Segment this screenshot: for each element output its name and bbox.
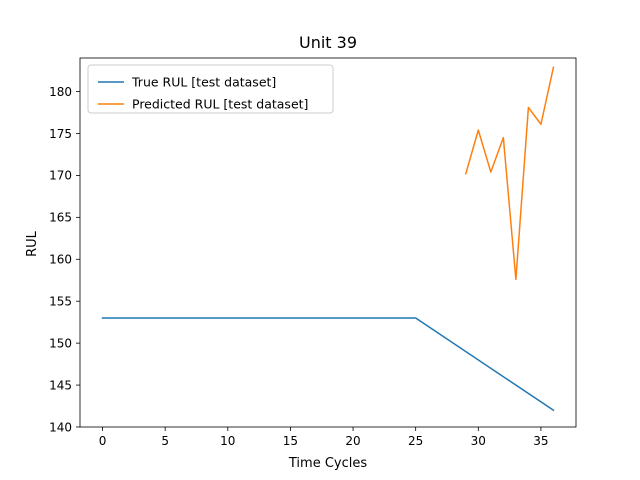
series-layer [101,66,555,412]
chart-title: Unit 39 [299,33,357,52]
y-tick-label: 140 [49,420,72,434]
plot-frame [79,57,577,428]
y-tick-label: 160 [49,253,72,267]
x-tick-label: 20 [345,434,360,448]
x-tick-label: 5 [161,434,169,448]
y-tick-label: 150 [49,336,72,350]
x-tick-label: 0 [99,434,107,448]
x-tick-label: 30 [471,434,486,448]
series-line-1 [101,317,555,412]
x-tick-label: 15 [283,434,298,448]
x-tick-label: 10 [220,434,235,448]
x-tick-label: 35 [533,434,548,448]
legend-label-1: True RUL [test dataset] [131,75,276,90]
y-axis-title: RUL [25,230,40,257]
y-tick-label: 180 [49,85,72,99]
y-tick-label: 155 [49,295,72,309]
legend-label-2: Predicted RUL [test dataset] [132,97,308,112]
x-tick-label: 25 [408,434,423,448]
axes-layer: 0 5 10 15 20 25 30 35 140 145 150 155 160 165 170 175 18… [49,57,577,448]
legend-box [87,64,334,114]
y-tick-label: 170 [49,169,72,183]
y-tick-label: 175 [49,127,72,141]
y-tick-label: 145 [49,378,72,392]
legend: True RUL [test dataset] Predicted RUL [te… [87,64,334,114]
x-axis-title: Time Cycles [288,456,367,471]
series-line-2 [464,66,555,281]
y-tick-label: 165 [49,211,72,225]
